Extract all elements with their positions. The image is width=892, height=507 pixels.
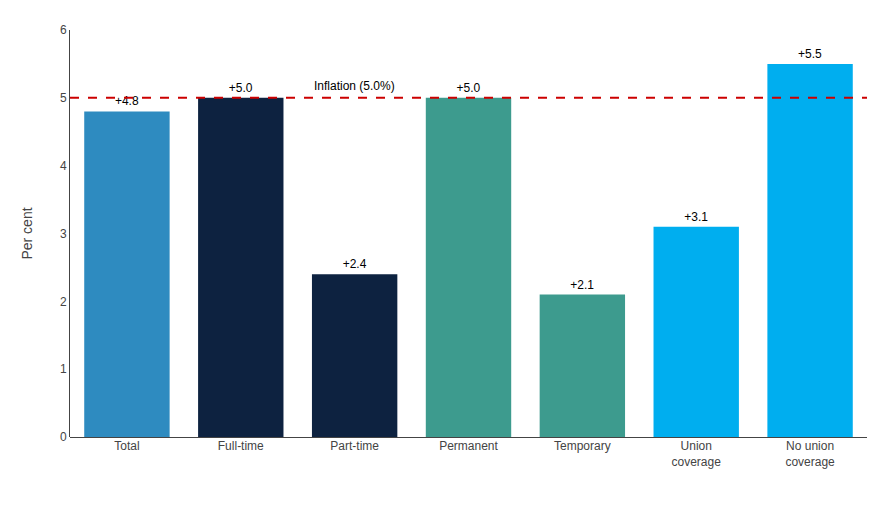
svg-text:Total: Total xyxy=(114,439,139,453)
svg-text:Unioncoverage: Unioncoverage xyxy=(672,439,722,469)
svg-text:+4.8: +4.8 xyxy=(115,94,139,108)
svg-text:+5.0: +5.0 xyxy=(229,81,253,95)
svg-text:2: 2 xyxy=(60,295,67,309)
svg-text:+3.1: +3.1 xyxy=(684,210,708,224)
svg-text:Temporary: Temporary xyxy=(554,439,611,453)
svg-text:Full-time: Full-time xyxy=(218,439,264,453)
svg-text:Part-time: Part-time xyxy=(330,439,379,453)
svg-text:Per cent: Per cent xyxy=(19,207,35,259)
svg-text:+2.4: +2.4 xyxy=(343,257,367,271)
svg-text:+5.0: +5.0 xyxy=(456,81,480,95)
svg-text:3: 3 xyxy=(60,227,67,241)
svg-text:+5.5: +5.5 xyxy=(798,47,822,61)
svg-text:1: 1 xyxy=(60,362,67,376)
svg-text:6: 6 xyxy=(60,23,67,37)
svg-text:No unioncoverage: No unioncoverage xyxy=(785,439,835,469)
svg-text:Inflation (5.0%): Inflation (5.0%) xyxy=(314,79,395,93)
svg-text:0: 0 xyxy=(60,430,67,444)
svg-text:5: 5 xyxy=(60,91,67,105)
svg-text:+2.1: +2.1 xyxy=(570,278,594,292)
svg-text:Permanent: Permanent xyxy=(439,439,498,453)
svg-text:4: 4 xyxy=(60,159,67,173)
